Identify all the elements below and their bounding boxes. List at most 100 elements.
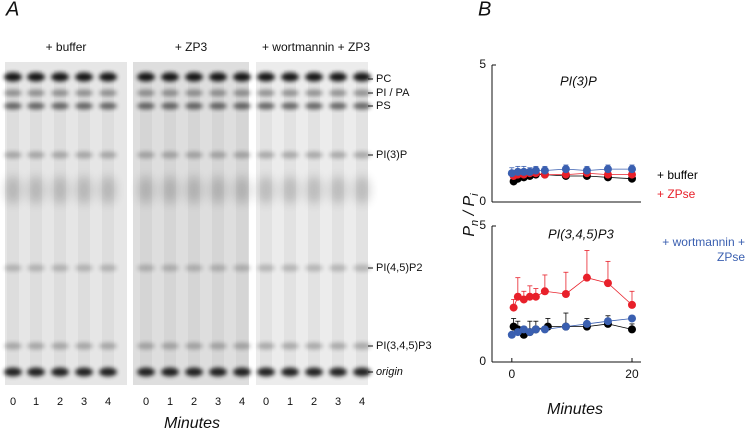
legend-entry: + buffer — [657, 168, 698, 182]
smear — [234, 176, 250, 204]
smear — [354, 176, 370, 204]
data-point — [519, 167, 528, 176]
data-point — [627, 314, 636, 323]
gel-band — [4, 151, 22, 159]
lane-label: 1 — [33, 396, 39, 408]
gel-band — [161, 264, 179, 272]
lane-label: 2 — [57, 396, 63, 408]
lane-label: 3 — [81, 396, 87, 408]
smear — [258, 176, 274, 204]
data-point — [525, 292, 534, 301]
lane-streak — [164, 70, 176, 375]
gel-band — [161, 342, 179, 350]
gel-band — [209, 367, 227, 377]
gel-band — [185, 151, 203, 159]
gel-panel — [256, 62, 368, 385]
gel-band — [99, 151, 117, 159]
lane-streak — [212, 70, 224, 375]
gel-band — [137, 342, 155, 350]
gel-band — [185, 342, 203, 350]
lane-streak — [7, 70, 19, 375]
x-axis-label: Minutes — [164, 415, 220, 430]
gel-band — [353, 264, 371, 272]
gel-band — [209, 342, 227, 350]
lane-streak — [54, 70, 66, 375]
gel-band — [329, 72, 347, 82]
lane-label: 4 — [359, 396, 365, 408]
gel-band — [99, 264, 117, 272]
data-point — [519, 325, 528, 334]
gel-band — [51, 151, 69, 159]
gel-band — [257, 89, 275, 97]
lane-streak — [78, 70, 90, 375]
lane-label: 2 — [191, 396, 197, 408]
data-point — [627, 165, 636, 174]
lane-label: 2 — [311, 396, 317, 408]
data-point — [627, 325, 636, 334]
chart-title: PI(3,4,5)P3 — [548, 226, 615, 241]
gel-band — [281, 264, 299, 272]
data-point — [582, 166, 591, 175]
data-point — [540, 166, 549, 175]
gel-band — [353, 367, 371, 377]
lane-label: 1 — [167, 396, 173, 408]
gel-band — [329, 264, 347, 272]
gel-band — [51, 102, 69, 110]
gel-band — [281, 342, 299, 350]
data-point — [525, 167, 534, 176]
gel-band — [257, 367, 275, 377]
gel-band — [233, 72, 251, 82]
smear — [138, 176, 154, 204]
data-point — [561, 165, 570, 174]
gel-band — [257, 342, 275, 350]
gel-band — [27, 264, 45, 272]
gel-band — [305, 72, 323, 82]
gel-band — [329, 342, 347, 350]
gel-band — [4, 102, 22, 110]
gel-band — [161, 72, 179, 82]
gel-band — [233, 342, 251, 350]
band-label: PI(3)P — [376, 149, 407, 161]
data-point — [603, 165, 612, 174]
gel-band — [185, 89, 203, 97]
data-point — [509, 303, 518, 312]
lane-label: 0 — [263, 396, 269, 408]
gel-band — [305, 151, 323, 159]
lane-streak — [260, 70, 272, 375]
gel-band — [137, 367, 155, 377]
group-label: + buffer — [46, 40, 87, 54]
gel-band — [281, 102, 299, 110]
band-label: origin — [376, 366, 403, 378]
lane-streak — [30, 70, 42, 375]
chart-title: PI(3)P — [560, 73, 597, 88]
gel-band — [4, 72, 22, 82]
y-tick-label: 5 — [479, 57, 486, 71]
smear — [210, 176, 226, 204]
data-point — [540, 325, 549, 334]
lane-streak — [332, 70, 344, 375]
group-label: + ZP3 — [175, 40, 208, 54]
data-point — [507, 330, 516, 339]
gel-band — [75, 72, 93, 82]
data-point — [525, 328, 534, 337]
gel-panel — [133, 62, 249, 385]
data-point — [603, 279, 612, 288]
data-point — [582, 273, 591, 282]
gel-band — [209, 72, 227, 82]
gel-band — [353, 342, 371, 350]
gel-band — [305, 367, 323, 377]
gel-band — [137, 102, 155, 110]
y-tick-label: 0 — [479, 194, 486, 208]
gel-band — [137, 264, 155, 272]
lane-label: 1 — [287, 396, 293, 408]
gel-band — [233, 102, 251, 110]
panel-letter: A — [5, 0, 19, 20]
gel-band — [4, 264, 22, 272]
smear — [28, 176, 44, 204]
y-axis-label-part: i — [469, 193, 481, 196]
gel-band — [209, 89, 227, 97]
data-point — [561, 170, 570, 179]
x-axis-label: Minutes — [547, 401, 603, 418]
data-point — [561, 322, 570, 331]
